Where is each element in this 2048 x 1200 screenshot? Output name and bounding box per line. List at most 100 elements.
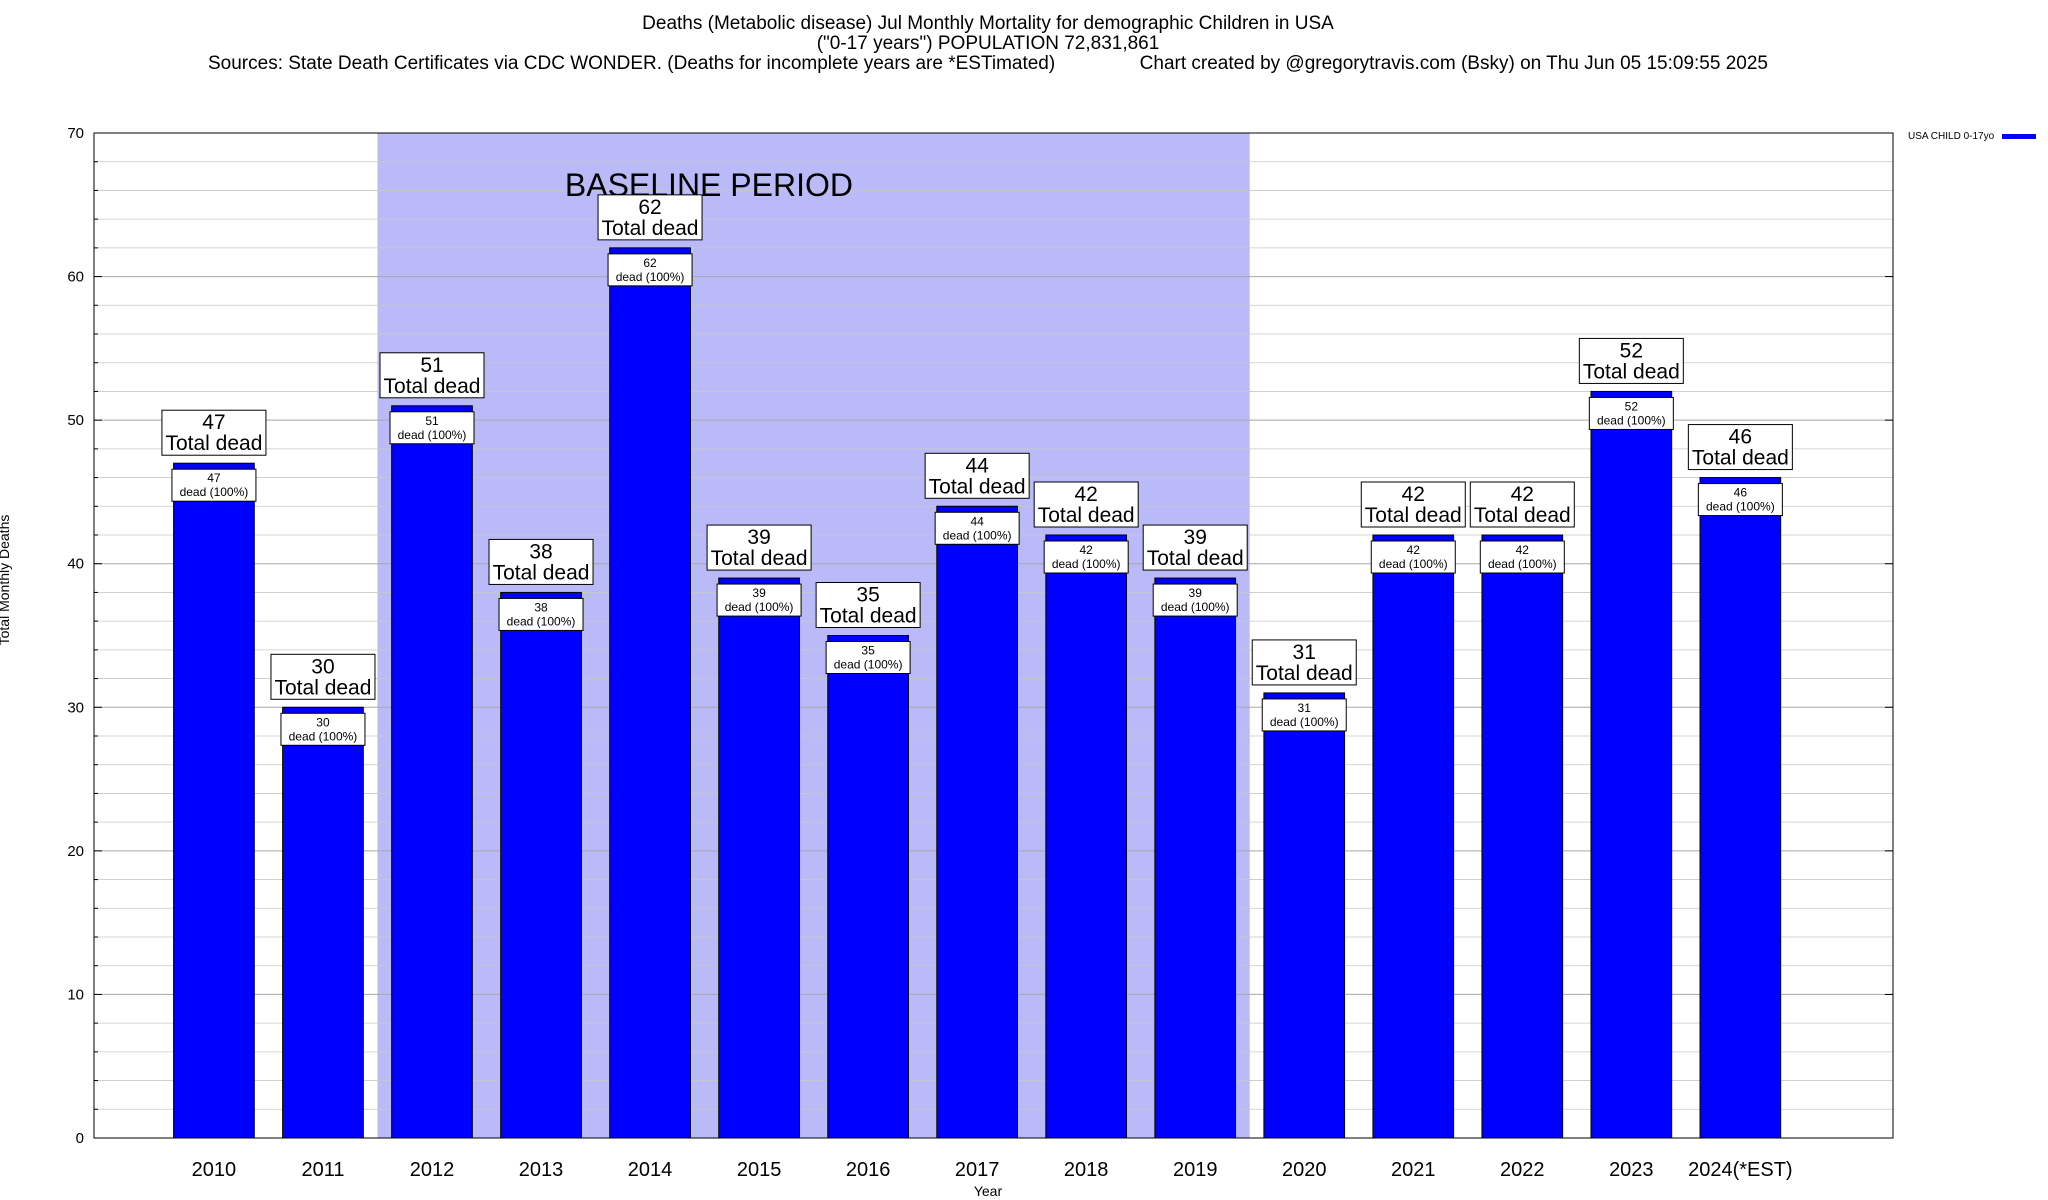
inner-label-text: dead (100%) [616,270,685,284]
top-label-value: 39 [1184,526,1207,549]
chart-subtitle: ("0-17 years") POPULATION 72,831,861 [816,33,1160,54]
top-label-value: 35 [856,584,879,607]
inner-label-box [1697,483,1783,517]
x-tick-label: 2016 [846,1159,891,1181]
y-axis-label: Total Monthly Deaths [0,514,12,646]
x-tick-label: 2017 [955,1159,1000,1181]
top-label-value: 52 [1620,339,1643,362]
top-label-value: 46 [1729,426,1752,449]
x-tick-label: 2018 [1064,1159,1109,1181]
top-label-box [924,452,1030,499]
inner-label-text: dead (100%) [725,600,794,614]
inner-label-box [389,411,475,445]
y-tick-label: 30 [67,699,84,716]
top-label-box [1469,481,1575,528]
top-label-text: Total dead [493,561,590,584]
inner-label-box [171,468,257,502]
bar [609,247,691,1139]
inner-label-box [934,511,1020,545]
bar [1045,534,1128,1139]
x-tick-label: 2020 [1282,1159,1327,1181]
inner-label-text: dead (100%) [507,614,576,628]
bar [1154,577,1237,1139]
bar [1263,692,1346,1139]
inner-label-text: dead (100%) [289,729,358,743]
y-tick-label: 60 [67,269,84,286]
top-label-value: 51 [420,354,443,377]
x-tick-label: 2012 [410,1159,455,1181]
top-label-text: Total dead [275,676,372,699]
y-axis: 0 10 20 30 40 50 60 70 [67,125,1893,1147]
inner-label-value: 42 [1407,543,1421,557]
top-label-text: Total dead [1474,504,1571,527]
x-tick-label: 2015 [737,1159,782,1181]
top-label-value: 38 [529,540,552,563]
inner-label-value: 35 [861,644,875,658]
x-tick-label: 2023 [1609,1159,1654,1181]
top-label-value: 62 [638,196,661,219]
top-label-box [1687,424,1793,471]
top-label-value: 30 [311,655,334,678]
inner-label-box [1152,583,1238,617]
inner-label-value: 52 [1625,399,1639,413]
inner-label-box [607,253,693,287]
top-label-box [488,538,594,585]
bar [500,591,582,1139]
top-label-box [161,409,267,456]
x-tick-label: 2022 [1500,1159,1545,1181]
chart-sources-line: Sources: State Death Certificates via CD… [0,54,1976,74]
x-tick-label: 2013 [519,1159,564,1181]
inner-label-text: dead (100%) [1597,413,1666,427]
top-label-value: 39 [747,526,770,549]
bar [1590,390,1673,1139]
x-tick-label: 2010 [192,1159,237,1181]
top-label-text: Total dead [711,547,808,570]
top-label-box [270,653,376,700]
inner-label-text: dead (100%) [398,428,467,442]
x-tick-label: 2021 [1391,1159,1436,1181]
bar [827,635,909,1139]
bar [282,706,364,1139]
inner-label-value: 46 [1734,486,1748,500]
x-axis-label: Year [973,1183,1003,1199]
top-label-value: 42 [1074,483,1097,506]
top-label-value: 47 [202,411,225,434]
x-tick-label: 2019 [1173,1159,1218,1181]
bar [718,577,800,1139]
top-label-box [815,582,921,628]
x-tick-label: 2011 [301,1159,344,1181]
inner-label-text: dead (100%) [1379,557,1448,571]
inner-label-box [716,583,802,617]
top-label-text: Total dead [1038,504,1135,527]
top-label-value: 44 [965,454,989,477]
top-label-box [1360,481,1466,528]
legend: USA CHILD 0-17yo [1908,131,2037,142]
inner-label-value: 47 [207,471,221,485]
y-tick-label: 40 [67,556,84,573]
inner-label-value: 30 [316,715,330,729]
inner-label-value: 51 [425,414,439,428]
chart-header: Deaths (Metabolic disease) Jul Monthly M… [0,14,1976,74]
inner-label-value: 38 [534,600,548,614]
y-tick-label: 0 [76,1130,84,1147]
inner-label-box [280,712,366,746]
inner-label-value: 39 [1189,586,1203,600]
legend-swatch [2002,134,2037,139]
top-label-text: Total dead [929,475,1026,498]
inner-label-text: dead (100%) [1706,500,1775,514]
inner-label-value: 31 [1298,701,1312,715]
chart-title: Deaths (Metabolic disease) Jul Monthly M… [642,13,1334,34]
inner-label-box [1043,540,1129,574]
inner-label-text: dead (100%) [180,485,249,499]
bars-layer [173,247,1782,1139]
inner-label-text: dead (100%) [1161,600,1230,614]
x-axis: 2010 2011 2012 2013 2014 2015 2016 2017 2018 2019… [192,1159,1793,1181]
chart-sources: Sources: State Death Certificates via CD… [208,53,1056,74]
top-label-text: Total dead [1147,547,1244,570]
bar [391,405,473,1139]
inner-label-text: dead (100%) [943,528,1012,542]
top-label-box [379,352,485,399]
legend-label: USA CHILD 0-17yo [1908,131,1995,142]
top-label-text: Total dead [165,432,262,455]
inner-label-text: dead (100%) [1270,715,1339,729]
